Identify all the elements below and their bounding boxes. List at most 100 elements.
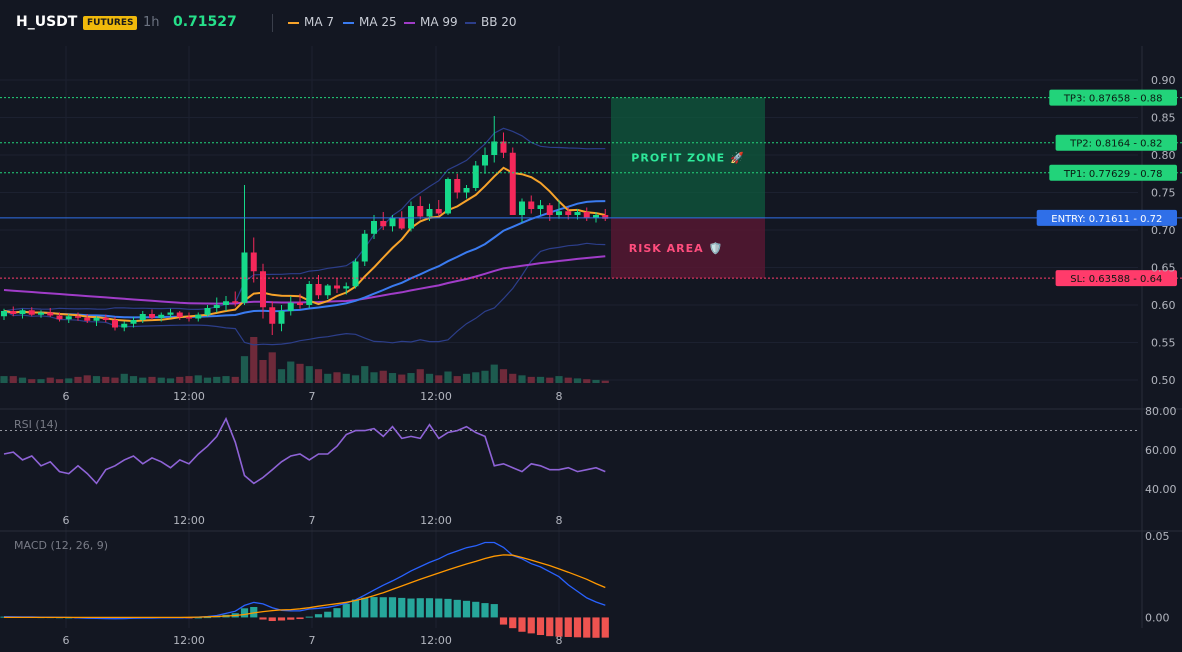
level-tag (1055, 134, 1177, 151)
macd-title: MACD (12, 26, 9) (14, 539, 108, 552)
macd-histogram-bar (240, 608, 249, 618)
candle-body (380, 221, 387, 227)
risk-zone-label: RISK AREA 🛡️ (629, 242, 723, 255)
level-tag-label: TP3: 0.87658 - 0.88 (1063, 94, 1163, 105)
symbol-name[interactable]: H_USDT (16, 14, 78, 30)
candle-body (287, 302, 294, 311)
candle-body (167, 312, 174, 315)
level-tag (1055, 270, 1177, 287)
candle-body (112, 320, 118, 328)
candle-body (269, 307, 276, 324)
candle-body (583, 212, 590, 218)
volume-bar (111, 377, 119, 383)
legend-swatch (288, 21, 299, 24)
candle-body (232, 301, 239, 303)
macd-histogram-bar (370, 597, 378, 618)
volume-bar (416, 369, 424, 383)
candle-body (426, 209, 433, 217)
macd-histogram-bar (407, 598, 415, 618)
legend-ma7[interactable]: MA 7 (288, 15, 334, 29)
header-divider (272, 14, 273, 32)
macd-histogram-bar (583, 617, 591, 638)
macd-histogram-bar (250, 607, 258, 618)
macd-histogram-bar (425, 598, 434, 618)
candle-body (65, 316, 72, 320)
volume-bar (314, 369, 323, 383)
volume-bar (203, 377, 212, 383)
volume-bar (536, 376, 545, 383)
macd-histogram-bar (573, 617, 582, 638)
candle-body (10, 311, 17, 314)
volume-bar (92, 376, 101, 383)
macd-histogram-bar (481, 603, 489, 618)
interval-label[interactable]: 1h (143, 15, 160, 30)
candle-body (47, 312, 54, 316)
candle-body (84, 317, 91, 321)
volume-bar (333, 372, 341, 383)
volume-bar (250, 337, 258, 383)
rsi-axis-label: 40.00 (1145, 483, 1177, 496)
candle-body (574, 212, 581, 215)
price-axis-label: 0.90 (1151, 74, 1176, 87)
volume-bar (74, 376, 82, 383)
volume-bar (592, 379, 600, 383)
volume-bar (231, 376, 239, 383)
macd-histogram-bar (351, 599, 360, 618)
volume-bar (583, 379, 591, 383)
volume-bar (176, 376, 184, 383)
legend-ma99[interactable]: MA 99 (404, 15, 458, 29)
bollinger-upper (3, 127, 606, 312)
volume-bar (388, 373, 397, 383)
level-tag-label: ENTRY: 0.71611 - 0.72 (1051, 214, 1162, 225)
candle-body (509, 152, 516, 215)
candle-body (602, 215, 609, 219)
macd-histogram-bar (314, 614, 323, 618)
candle-body (565, 211, 572, 215)
volume-bar (148, 376, 156, 383)
legend-ma25[interactable]: MA 25 (343, 15, 397, 29)
macd-histogram-bar (564, 617, 572, 637)
candle-body (213, 305, 220, 308)
macd-histogram-bar (296, 617, 304, 620)
macd-histogram-bar (324, 611, 332, 618)
volume-bar (499, 369, 508, 383)
price-axis-label: 0.60 (1151, 299, 1176, 312)
volume-bar (139, 377, 147, 383)
volume-bar (185, 376, 193, 383)
volume-bar (222, 376, 230, 383)
legend-bb20[interactable]: BB 20 (465, 15, 517, 29)
macd-histogram-bar (342, 603, 350, 618)
price-axis-label: 0.55 (1151, 337, 1176, 350)
candle-body (56, 315, 63, 320)
rsi-axis-label: 60.00 (1145, 444, 1177, 457)
volume-bar (240, 356, 249, 383)
candle-body (435, 209, 442, 214)
macd-histogram-bar (361, 597, 369, 618)
volume-bar (268, 352, 276, 383)
volume-bar (546, 377, 554, 383)
level-tag (1049, 89, 1177, 106)
time-axis-label: 8 (556, 514, 563, 527)
level-tag (1049, 164, 1177, 181)
candle-body (445, 179, 451, 214)
volume-bar (370, 372, 378, 383)
time-axis-label: 12:00 (173, 634, 205, 647)
level-tag-label: TP1: 0.77629 - 0.78 (1063, 169, 1163, 180)
volume-bar (490, 364, 498, 383)
macd-histogram-bar (277, 617, 286, 621)
macd-line (3, 541, 606, 620)
candle-body (204, 308, 211, 315)
candle-body (121, 323, 128, 328)
volume-bar (379, 370, 387, 383)
price-axis-label: 0.85 (1151, 112, 1176, 125)
bollinger-lower (3, 242, 606, 346)
volume-bar (213, 376, 221, 383)
candle-body (454, 179, 461, 193)
macd-histogram-bar (509, 617, 517, 629)
macd-histogram-bar (546, 617, 554, 637)
candle-body (472, 165, 479, 188)
volume-bar (481, 370, 489, 383)
macd-histogram-bar (453, 599, 461, 618)
profit-zone (611, 97, 765, 218)
